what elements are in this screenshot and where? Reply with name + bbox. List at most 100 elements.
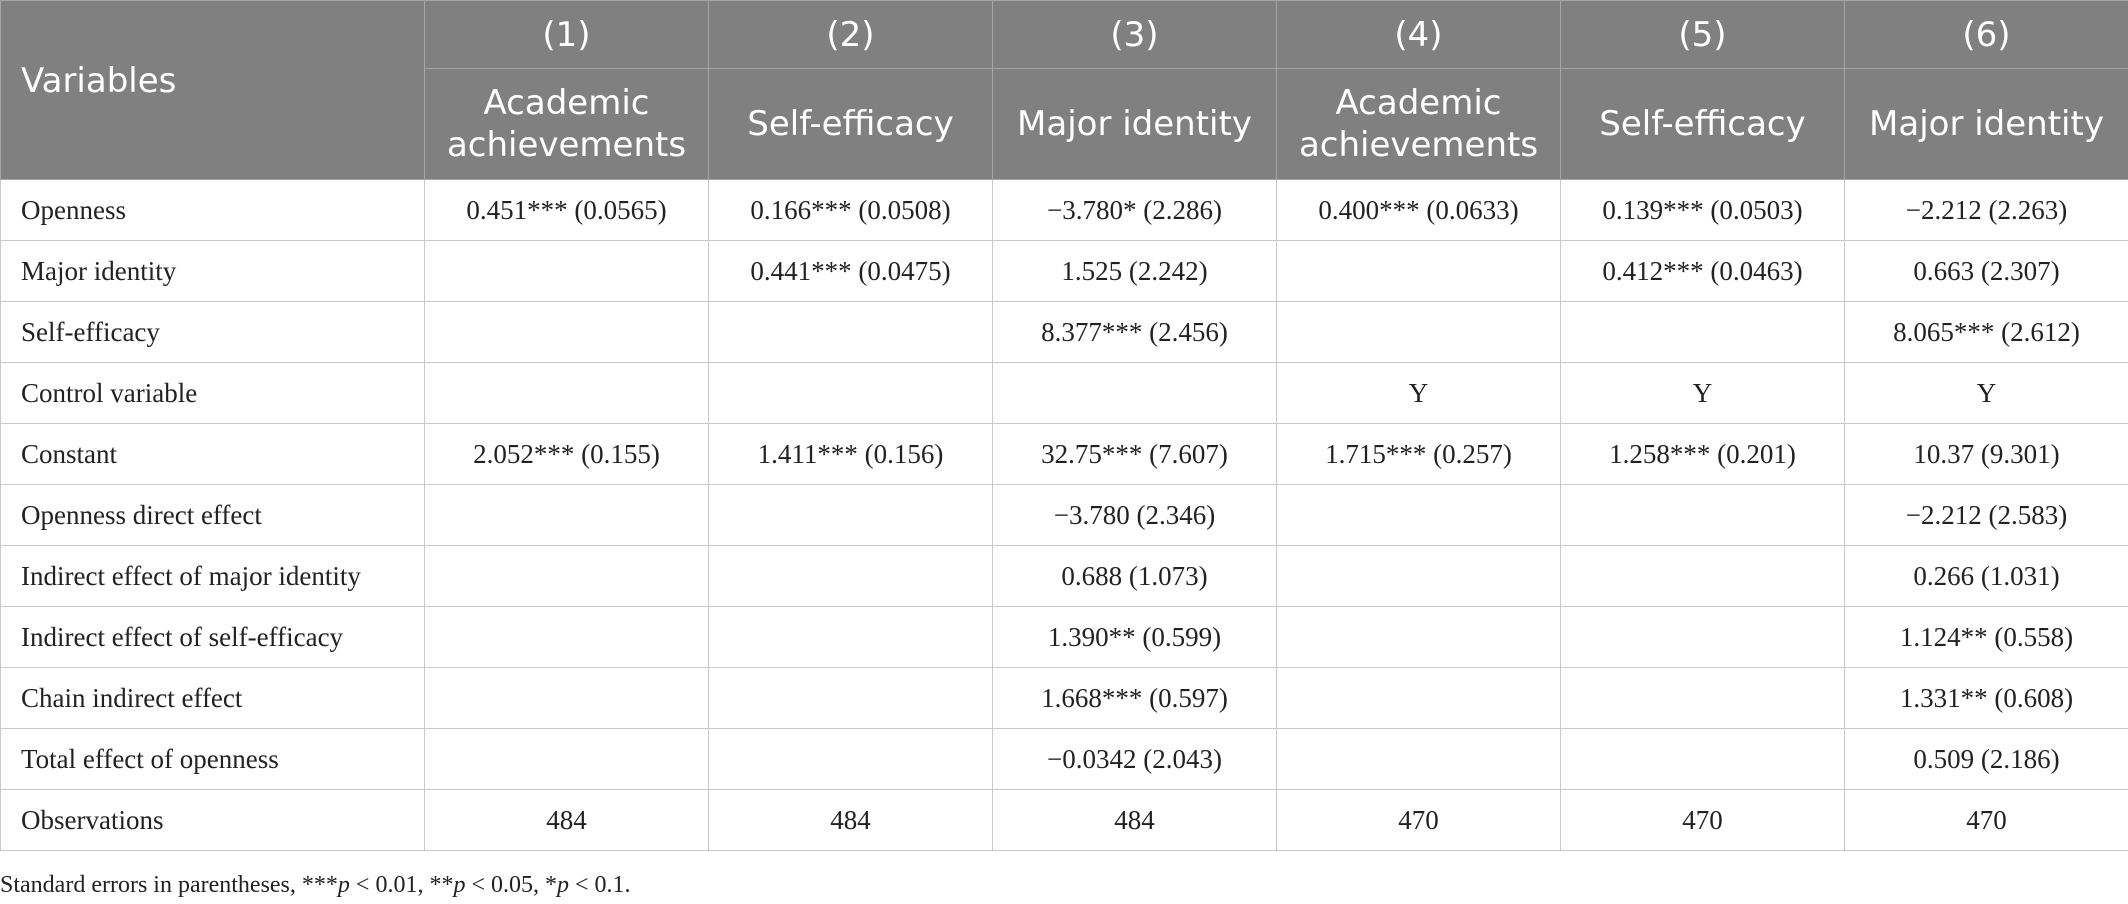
column-number: (2)	[708, 0, 993, 69]
column-number: (5)	[1560, 0, 1845, 69]
row-label: Chain indirect effect	[0, 667, 425, 729]
header-row-numbers: Variables (1) (2) (3) (4) (5) (6)	[0, 0, 2128, 180]
table-cell	[1560, 301, 1845, 363]
table-cell: 470	[1844, 789, 2128, 851]
table-cell: Y	[1844, 362, 2128, 424]
row-label: Openness	[0, 179, 425, 241]
footnote-lead: Standard errors in parentheses, ***	[0, 872, 338, 898]
table-cell	[1276, 301, 1561, 363]
header-row-titles: Academic achievements Self-efficacy Majo…	[1, 68, 2128, 180]
table-header: Variables (1) (2) (3) (4) (5) (6) Academ…	[0, 0, 2128, 180]
table-cell: 470	[1276, 789, 1561, 851]
table-cell: 470	[1560, 789, 1845, 851]
column-title: Academic achievements	[424, 68, 709, 180]
table-cell: 484	[424, 789, 709, 851]
table-cell	[1276, 667, 1561, 729]
table-cell	[708, 484, 993, 546]
footnote-p: p	[557, 872, 569, 898]
table-cell	[424, 667, 709, 729]
table-cell	[1560, 484, 1845, 546]
table-cell	[1560, 545, 1845, 607]
row-label: Indirect effect of major identity	[0, 545, 425, 607]
table-cell	[708, 728, 993, 790]
table-cell	[1560, 667, 1845, 729]
table-cell: −0.0342 (2.043)	[992, 728, 1277, 790]
table-cell	[708, 667, 993, 729]
table-row: Indirect effect of major identity 0.688 (…	[0, 545, 2128, 607]
table-cell: −3.780* (2.286)	[992, 179, 1277, 241]
table-cell: 0.688 (1.073)	[992, 545, 1277, 607]
table-cell	[708, 545, 993, 607]
table-row: Control variable Y Y Y	[0, 362, 2128, 424]
table-cell: 1.411*** (0.156)	[708, 423, 993, 485]
table-cell	[424, 606, 709, 668]
table-cell: 8.377*** (2.456)	[992, 301, 1277, 363]
table-cell: 1.390** (0.599)	[992, 606, 1277, 668]
table-cell	[424, 484, 709, 546]
table-cell: 10.37 (9.301)	[1844, 423, 2128, 485]
column-title: Academic achievements	[1276, 68, 1561, 180]
table-cell: 0.451*** (0.0565)	[424, 179, 709, 241]
table-cell: 1.668*** (0.597)	[992, 667, 1277, 729]
table-cell	[424, 362, 709, 424]
row-label: Openness direct effect	[0, 484, 425, 546]
table-cell	[992, 362, 1277, 424]
table-row: Indirect effect of self-efficacy 1.390** …	[0, 606, 2128, 668]
table-cell	[1276, 606, 1561, 668]
table-row: Total effect of openness −0.0342 (2.043) 0…	[0, 728, 2128, 790]
variables-header: Variables	[0, 0, 425, 180]
row-label: Observations	[0, 789, 425, 851]
table-cell: 0.509 (2.186)	[1844, 728, 2128, 790]
footnote-p: p	[337, 872, 350, 898]
column-number: (1)	[424, 0, 709, 69]
table-row: Self-efficacy 8.377*** (2.456) 8.065*** (2…	[0, 301, 2128, 363]
table-cell	[424, 240, 709, 302]
table-cell: 0.139*** (0.0503)	[1560, 179, 1845, 241]
table-cell	[1276, 728, 1561, 790]
table-cell: 1.715*** (0.257)	[1276, 423, 1561, 485]
table-footnote: Standard errors in parentheses, ***p < 0…	[0, 872, 631, 899]
table-cell	[708, 362, 993, 424]
table-row: Openness direct effect −3.780 (2.346) −2.2…	[0, 484, 2128, 546]
table-cell: 1.525 (2.242)	[992, 240, 1277, 302]
table-cell	[1276, 240, 1561, 302]
table-cell: −2.212 (2.583)	[1844, 484, 2128, 546]
table-cell	[1560, 728, 1845, 790]
table-row: Chain indirect effect 1.668*** (0.597) 1.3…	[0, 667, 2128, 729]
table-cell: 484	[708, 789, 993, 851]
table-cell	[424, 301, 709, 363]
table-row: Constant 2.052*** (0.155) 1.411*** (0.156)…	[0, 423, 2128, 485]
row-label: Control variable	[0, 362, 425, 424]
footnote-text: < 0.01, **	[349, 872, 454, 898]
column-title: Major identity	[992, 68, 1277, 180]
table-body: Openness 0.451*** (0.0565) 0.166*** (0.050…	[0, 179, 2128, 851]
column-number: (3)	[992, 0, 1277, 69]
table-cell: 0.400*** (0.0633)	[1276, 179, 1561, 241]
table-cell: 1.331** (0.608)	[1844, 667, 2128, 729]
row-label: Indirect effect of self-efficacy	[0, 606, 425, 668]
column-number: (4)	[1276, 0, 1561, 69]
table-cell	[1276, 484, 1561, 546]
table-cell: 0.166*** (0.0508)	[708, 179, 993, 241]
table-row: Openness 0.451*** (0.0565) 0.166*** (0.050…	[0, 179, 2128, 241]
column-title: Self-efficacy	[708, 68, 993, 180]
table-cell: 0.441*** (0.0475)	[708, 240, 993, 302]
table-cell: 1.124** (0.558)	[1844, 606, 2128, 668]
table-cell: 32.75*** (7.607)	[992, 423, 1277, 485]
table-cell: 2.052*** (0.155)	[424, 423, 709, 485]
row-label: Self-efficacy	[0, 301, 425, 363]
row-label: Total effect of openness	[0, 728, 425, 790]
footnote-text: < 0.1.	[569, 872, 631, 898]
table-cell: 0.663 (2.307)	[1844, 240, 2128, 302]
column-number: (6)	[1844, 0, 2128, 69]
table-cell	[1276, 545, 1561, 607]
table-cell: 8.065*** (2.612)	[1844, 301, 2128, 363]
table-cell: 0.266 (1.031)	[1844, 545, 2128, 607]
table-cell	[424, 545, 709, 607]
regression-table: Variables (1) (2) (3) (4) (5) (6) Academ…	[0, 0, 2128, 851]
footnote-p: p	[453, 872, 466, 898]
table-cell	[424, 728, 709, 790]
table-cell: 1.258*** (0.201)	[1560, 423, 1845, 485]
table-cell	[708, 301, 993, 363]
table-cell: 484	[992, 789, 1277, 851]
